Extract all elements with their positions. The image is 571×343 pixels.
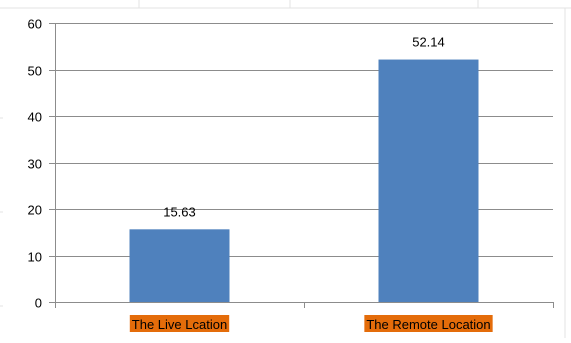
x-axis-category-labels: The Live Lcation The Remote Location xyxy=(129,315,493,332)
bar xyxy=(129,229,230,302)
bars xyxy=(129,59,479,303)
category-label-highlight xyxy=(364,315,493,332)
data-label: 52.14 xyxy=(412,35,445,50)
data-label: 15.63 xyxy=(163,204,196,219)
y-tick-label: 40 xyxy=(28,110,42,125)
bar xyxy=(378,59,479,303)
y-axis-tick-labels: 0 10 20 30 40 50 60 xyxy=(28,17,42,311)
category-label: The Remote Location xyxy=(366,317,490,332)
y-tick-label: 30 xyxy=(28,157,42,172)
y-tick-label: 0 xyxy=(35,296,42,311)
y-tick-label: 60 xyxy=(28,17,42,32)
category-label-highlight xyxy=(129,315,230,332)
data-labels: 15.63 52.14 xyxy=(163,35,445,220)
y-tick-label: 50 xyxy=(28,64,42,79)
y-tick-label: 20 xyxy=(28,203,42,218)
category-label: The Live Lcation xyxy=(132,317,227,332)
y-tick-label: 10 xyxy=(28,250,42,265)
